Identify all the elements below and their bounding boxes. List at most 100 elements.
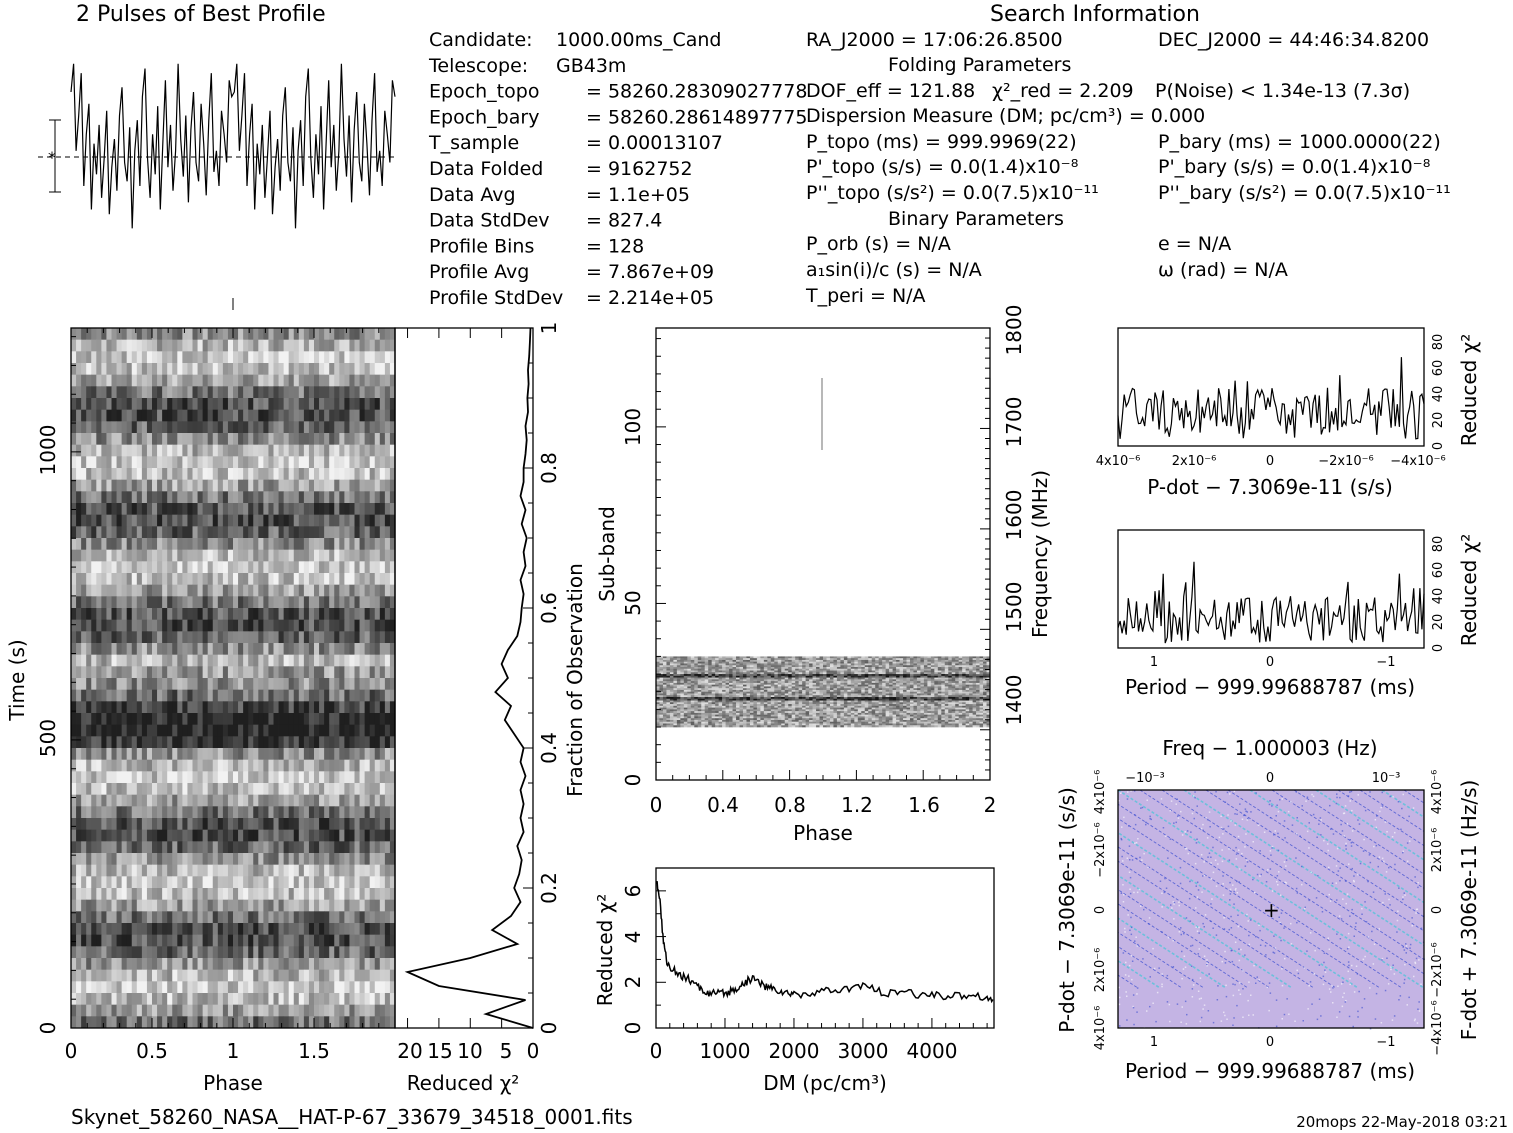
sb-cell (850, 667, 855, 670)
tp-cell (278, 561, 285, 574)
tp-cell (324, 549, 330, 562)
sb-cell (725, 667, 730, 670)
tp-cell (238, 526, 244, 539)
tp-cell (278, 864, 285, 877)
tp-cell (273, 619, 279, 632)
sb-cell (826, 670, 831, 673)
sb-cell (816, 667, 820, 670)
tp-cell (268, 468, 274, 481)
sb-cell (941, 665, 946, 668)
tp-cell (192, 503, 198, 516)
tp-cell (303, 479, 310, 492)
tp-cell (222, 678, 229, 691)
tp-cell (238, 328, 244, 341)
tp-cell (258, 829, 264, 842)
tp-cell (111, 596, 117, 609)
tp-cell (121, 724, 128, 737)
tp-cell (202, 1004, 209, 1017)
sb-cell (666, 667, 671, 670)
tp-cell (227, 864, 234, 877)
tp-cell (101, 573, 107, 586)
sb-cell (718, 665, 723, 668)
tp-cell (131, 771, 138, 784)
tp-cell (121, 701, 128, 714)
sb-cell (767, 661, 772, 664)
tp-cell (106, 958, 112, 971)
tp-cell (344, 561, 350, 574)
tp-cell (217, 456, 224, 469)
tp-cell (273, 888, 279, 901)
tp-cell (217, 1016, 224, 1029)
tp-cell (96, 806, 102, 819)
sb-cell (749, 663, 754, 666)
tp-cell (293, 969, 300, 982)
sb-cell (704, 670, 709, 673)
tp-cell (222, 538, 229, 551)
tp-cell (354, 363, 360, 376)
tp-cell (182, 934, 188, 947)
sb-cell (823, 672, 827, 675)
tp-cell (389, 864, 396, 877)
tp-cell (91, 713, 97, 726)
tp-cell (126, 981, 133, 994)
sb-cell (680, 670, 685, 673)
sb-cell (718, 659, 723, 663)
tp-cell (384, 666, 391, 679)
tp-cell (81, 829, 87, 842)
tp-cell (293, 771, 300, 784)
tp-cell (227, 678, 234, 691)
sb-cell (763, 661, 768, 664)
tp-cell (359, 853, 366, 866)
tp-cell (303, 409, 310, 422)
tp-cell (106, 911, 112, 924)
sb-cell (749, 658, 754, 661)
sb-cell (861, 658, 866, 661)
tp-cell (258, 538, 264, 551)
tp-cell (222, 876, 229, 889)
tp-cell (288, 608, 295, 621)
sb-cell (955, 656, 959, 659)
tp-cell (227, 456, 234, 469)
sb-cell (802, 668, 806, 671)
tp-cell (354, 806, 360, 819)
tp-cell (349, 736, 355, 749)
tp-cell (364, 409, 371, 422)
sb-cell (920, 668, 925, 671)
tp-cell (131, 783, 138, 796)
tp-cell (91, 619, 97, 632)
tp-cell (187, 514, 193, 527)
tp-cell (101, 328, 107, 341)
tp-cell (354, 818, 360, 831)
tp-cell (227, 514, 234, 527)
tp-cell (303, 888, 310, 901)
tp-cell (182, 713, 188, 726)
tp-cell (106, 421, 112, 434)
sb-cell (725, 656, 730, 659)
sb-cell (826, 659, 831, 663)
tp-cell (293, 363, 300, 376)
tp-cell (288, 374, 295, 387)
tp-cell (273, 713, 279, 726)
tp-cell (212, 503, 219, 516)
tp-cell (354, 491, 360, 504)
tp-cell (268, 339, 274, 352)
tp-cell (379, 503, 386, 516)
tp-cell (349, 748, 355, 761)
tp-cell (324, 853, 330, 866)
cand-value-1: GB43m (556, 55, 626, 77)
tp-cell (243, 363, 249, 376)
tp-cell (339, 841, 345, 854)
tp-cell (71, 783, 77, 796)
tp-cell (268, 689, 274, 702)
tp-cell (126, 444, 133, 457)
tp-cell (96, 421, 102, 434)
tp-cell (162, 549, 168, 562)
tp-cell (106, 666, 112, 679)
sb-cell (704, 661, 709, 664)
tp-cell (238, 969, 244, 982)
tp-cell (81, 888, 87, 901)
sb-cell (892, 670, 897, 673)
tp-cell (303, 864, 310, 877)
sb-cell (676, 665, 681, 668)
sb-cell (767, 665, 772, 668)
